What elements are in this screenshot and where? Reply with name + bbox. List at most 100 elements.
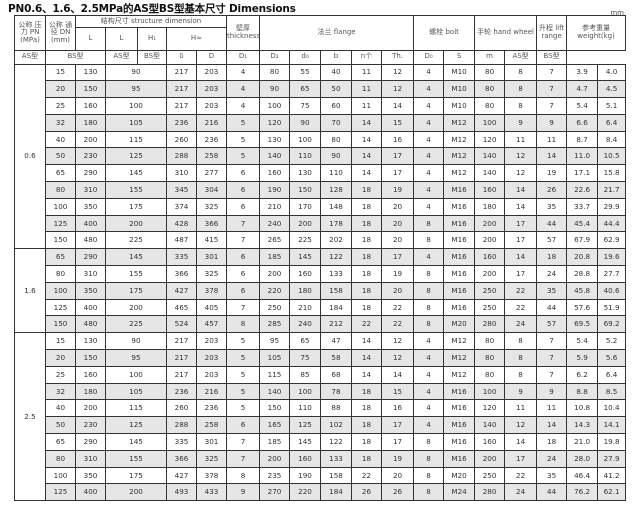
- table-cell: 5: [226, 349, 260, 367]
- table-cell: 378: [196, 281, 227, 300]
- table-cell: 140: [259, 382, 290, 401]
- table-row: 125 400 200 493 433 9 270 220 184 26 26 8 M24 280 24 44…: [15, 483, 627, 502]
- table-cell: 27.7: [597, 265, 627, 283]
- table-cell: 236: [166, 382, 197, 401]
- table-cell: 120: [474, 399, 506, 418]
- table-cell: 366: [166, 449, 197, 468]
- table-cell: 17: [380, 416, 415, 435]
- table-cell: M16: [443, 231, 476, 250]
- table-cell: 9: [504, 113, 538, 132]
- table-cell: 524: [166, 315, 197, 334]
- table-row: 1.6 65 290 145 335 301 6 185 145 122 18 17 4 M16 160 14…: [14, 248, 627, 334]
- table-cell: 4: [413, 399, 445, 418]
- table-cell: M20: [443, 466, 476, 485]
- table-cell: 200: [75, 399, 106, 418]
- table-cell: 18: [351, 281, 382, 300]
- table-row: 32 180 105 236 216 5 120 90 70 14 15 4 M12 100 9 9 6.6 6.…: [15, 113, 627, 132]
- table-cell: 10.8: [566, 399, 599, 418]
- table-cell: 11: [536, 399, 568, 418]
- table-cell: 6: [226, 197, 260, 216]
- table-cell: 18: [351, 433, 382, 451]
- table-cell: 19: [380, 449, 415, 468]
- table-cell: 433: [196, 483, 227, 502]
- header-bs-l: BS型: [45, 49, 106, 65]
- table-cell: 115: [105, 130, 167, 149]
- table-cell: 8: [413, 265, 445, 283]
- table-cell: M16: [443, 416, 476, 435]
- table-cell: 145: [105, 248, 167, 267]
- table-cell: 40: [45, 399, 76, 418]
- table-cell: 44: [536, 298, 568, 317]
- table-cell: 18: [351, 265, 382, 283]
- table-cell: 8: [504, 365, 538, 384]
- table-cell: 260: [166, 130, 197, 149]
- table-cell: 24: [536, 449, 568, 468]
- table-cell: 400: [75, 298, 106, 317]
- table-cell: 217: [166, 63, 197, 82]
- table-cell: 130: [75, 332, 106, 351]
- table-cell: 155: [105, 265, 167, 283]
- table-cell: 8: [226, 466, 260, 485]
- table-cell: 10.4: [597, 399, 627, 418]
- table-cell: 216: [196, 382, 227, 401]
- table-cell: 14: [504, 248, 538, 267]
- table-cell: 150: [45, 231, 76, 250]
- table-cell: 57.6: [566, 298, 599, 317]
- table-cell: 122: [320, 248, 352, 267]
- table-cell: 18: [351, 298, 382, 317]
- table-cell: 90: [320, 147, 352, 166]
- table-cell: 200: [474, 265, 506, 283]
- table-cell: 7: [536, 349, 568, 367]
- table-cell: 6: [226, 181, 260, 199]
- table-cell: 14: [536, 147, 568, 166]
- table-cell: 69.5: [566, 315, 599, 334]
- table-cell: 220: [259, 281, 290, 300]
- table-cell: 4: [413, 349, 445, 367]
- table-cell: 8: [413, 231, 445, 250]
- table-cell: 65: [289, 332, 321, 351]
- table-cell: 175: [105, 466, 167, 485]
- table-cell: 20: [45, 349, 76, 367]
- table-cell: 400: [75, 214, 106, 233]
- table-cell: 4: [413, 248, 445, 267]
- table-cell: 11.0: [566, 147, 599, 166]
- table-cell: 17: [504, 214, 538, 233]
- table-cell: 11: [351, 63, 382, 82]
- table-cell: 133: [320, 265, 352, 283]
- table-cell: 22.6: [566, 181, 599, 199]
- header-bolt: 螺栓 bolt: [413, 15, 476, 51]
- table-cell: 258: [196, 416, 227, 435]
- table-cell: 200: [259, 449, 290, 468]
- table-cell: 203: [196, 97, 227, 115]
- table-cell: 225: [289, 231, 321, 250]
- table-cell: 80: [45, 449, 76, 468]
- table-cell: 17.1: [566, 164, 599, 183]
- table-cell: 14: [351, 147, 382, 166]
- table-cell: 8: [226, 315, 260, 334]
- table-cell: 110: [289, 399, 321, 418]
- header-structure: 结构尺寸 structure dimension: [75, 15, 227, 28]
- table-cell: 8: [413, 298, 445, 317]
- table-cell: 14: [351, 113, 382, 132]
- table-cell: 10.5: [597, 147, 627, 166]
- table-cell: 28.0: [566, 449, 599, 468]
- table-cell: 7: [536, 332, 568, 351]
- table-cell: 16: [380, 130, 415, 149]
- header-bs-h: BS型: [137, 49, 167, 65]
- table-cell: 15: [380, 382, 415, 401]
- table-cell: 277: [196, 164, 227, 183]
- header-hw-d0: D₀: [413, 49, 445, 65]
- table-cell: 12: [504, 147, 538, 166]
- table-cell: 184: [320, 483, 352, 502]
- table-cell: 32: [45, 382, 76, 401]
- table-cell: 80: [474, 349, 506, 367]
- table-cell: 26: [380, 483, 415, 502]
- table-cell: 20: [380, 281, 415, 300]
- table-cell: 288: [166, 416, 197, 435]
- table-cell: 210: [289, 298, 321, 317]
- header-l-as: L: [75, 26, 106, 51]
- table-cell: 18: [351, 231, 382, 250]
- table-cell: 405: [196, 298, 227, 317]
- table-cell: 4: [226, 63, 260, 82]
- table-cell: 22: [380, 298, 415, 317]
